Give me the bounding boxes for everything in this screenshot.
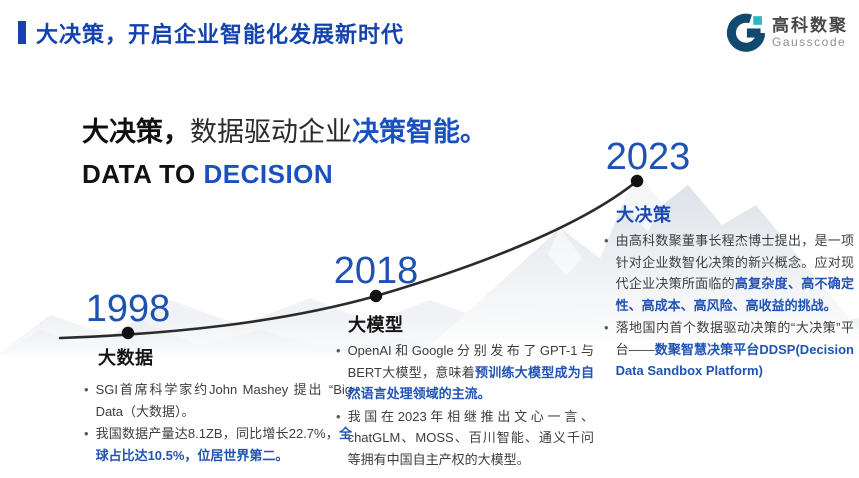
title-accent-bar	[18, 21, 26, 44]
milestone-2018-bullets: • OpenAI和Google分别发布了GPT-1与BERT大模型，意味着预训练…	[336, 340, 594, 471]
hero-cn-middle: 数据驱动企业	[190, 117, 352, 147]
milestone-title-1998: 大数据	[98, 348, 154, 368]
list-item: • 由高科数聚董事长程杰博士提出，是一项针对企业数智化决策的新兴概念。应对现代企…	[604, 230, 854, 316]
milestone-1998-bullets: • SGI首席科学家约John Mashey 提出 “Big Data（大数据）…	[84, 379, 352, 467]
year-label-2018: 2018	[333, 250, 419, 292]
bullet-icon: •	[336, 408, 341, 424]
bullet-text: 由高科数聚董事长程杰博士提出，是一项针对企业数智化决策的新兴概念。应对现代企业决…	[615, 233, 854, 291]
bullet-text-accent: 预训练大模型成为自然语言处理领域的主流。	[347, 364, 594, 402]
logo-text: 高科数聚 Gausscode	[772, 16, 848, 49]
milestone-title-2018: 大模型	[348, 315, 404, 335]
bullet-text: 落地国内首个数据驱动决策的“大决策”平台——	[615, 320, 854, 357]
list-item: • 我国在2023年相继推出文心一言、chatGLM、MOSS、百川智能、通义千…	[336, 406, 594, 471]
hero-title-en: DATA TO DECISION	[82, 159, 333, 190]
hero-en-accent: DECISION	[203, 159, 334, 189]
hero-cn-lead: 大决策，	[82, 117, 190, 147]
milestone-title-2023: 大决策	[616, 205, 672, 225]
hero-title-cn: 大决策，数据驱动企业决策智能。	[82, 110, 487, 149]
year-label-1998: 1998	[85, 288, 171, 330]
hero-en-lead: DATA TO	[82, 159, 204, 189]
bullet-text-accent: 全球占比达10.5%，位居世界第二。	[95, 426, 352, 463]
logo-subtitle: Gausscode	[772, 34, 847, 49]
list-item: • 我国数据产量达8.1ZB，同比增长22.7%，全球占比达10.5%，位居世界…	[84, 423, 352, 466]
bullet-text: 我国数据产量达8.1ZB，同比增长22.7%，	[95, 426, 339, 441]
gausscode-g-icon	[726, 13, 766, 52]
list-item: • 落地国内首个数据驱动决策的“大决策”平台——数聚智慧决策平台DDSP(Dec…	[604, 317, 854, 382]
bullet-icon: •	[604, 320, 609, 335]
list-item: • OpenAI和Google分别发布了GPT-1与BERT大模型，意味着预训练…	[336, 340, 594, 405]
logo-name: 高科数聚	[772, 16, 848, 36]
milestone-2023-bullets: • 由高科数聚董事长程杰博士提出，是一项针对企业数智化决策的新兴概念。应对现代企…	[604, 230, 854, 383]
timeline-dot-2023	[630, 174, 644, 188]
bullet-icon: •	[84, 382, 89, 397]
page-title: 大决策，开启企业智能化发展新时代	[36, 22, 405, 47]
logo: 高科数聚 Gausscode	[726, 13, 848, 53]
bullet-icon: •	[336, 343, 341, 358]
bullet-text-accent: 高复杂度、高不确定性、高成本、高风险、高收益的挑战。	[615, 276, 854, 313]
hero-cn-accent: 决策智能。	[352, 117, 487, 147]
bullet-icon: •	[84, 426, 89, 441]
timeline-dot-1998	[121, 326, 135, 340]
bullet-text: OpenAI和Google分别发布了GPT-1与BERT大模型，意味着	[347, 343, 594, 380]
bullet-text-accent: 数聚智慧决策平台DDSP(Decision Data Sandbox Platf…	[615, 341, 854, 379]
list-item: • SGI首席科学家约John Mashey 提出 “Big Data（大数据）…	[84, 379, 352, 422]
bullet-text: SGI首席科学家约John Mashey 提出 “Big Data（大数据）。	[95, 382, 352, 419]
year-label-2023: 2023	[605, 136, 691, 178]
timeline-dot-2018	[369, 289, 383, 303]
bullet-text: 我国在2023年相继推出文心一言、chatGLM、MOSS、百川智能、通义千问等…	[347, 408, 594, 467]
bullet-icon: •	[604, 233, 609, 248]
